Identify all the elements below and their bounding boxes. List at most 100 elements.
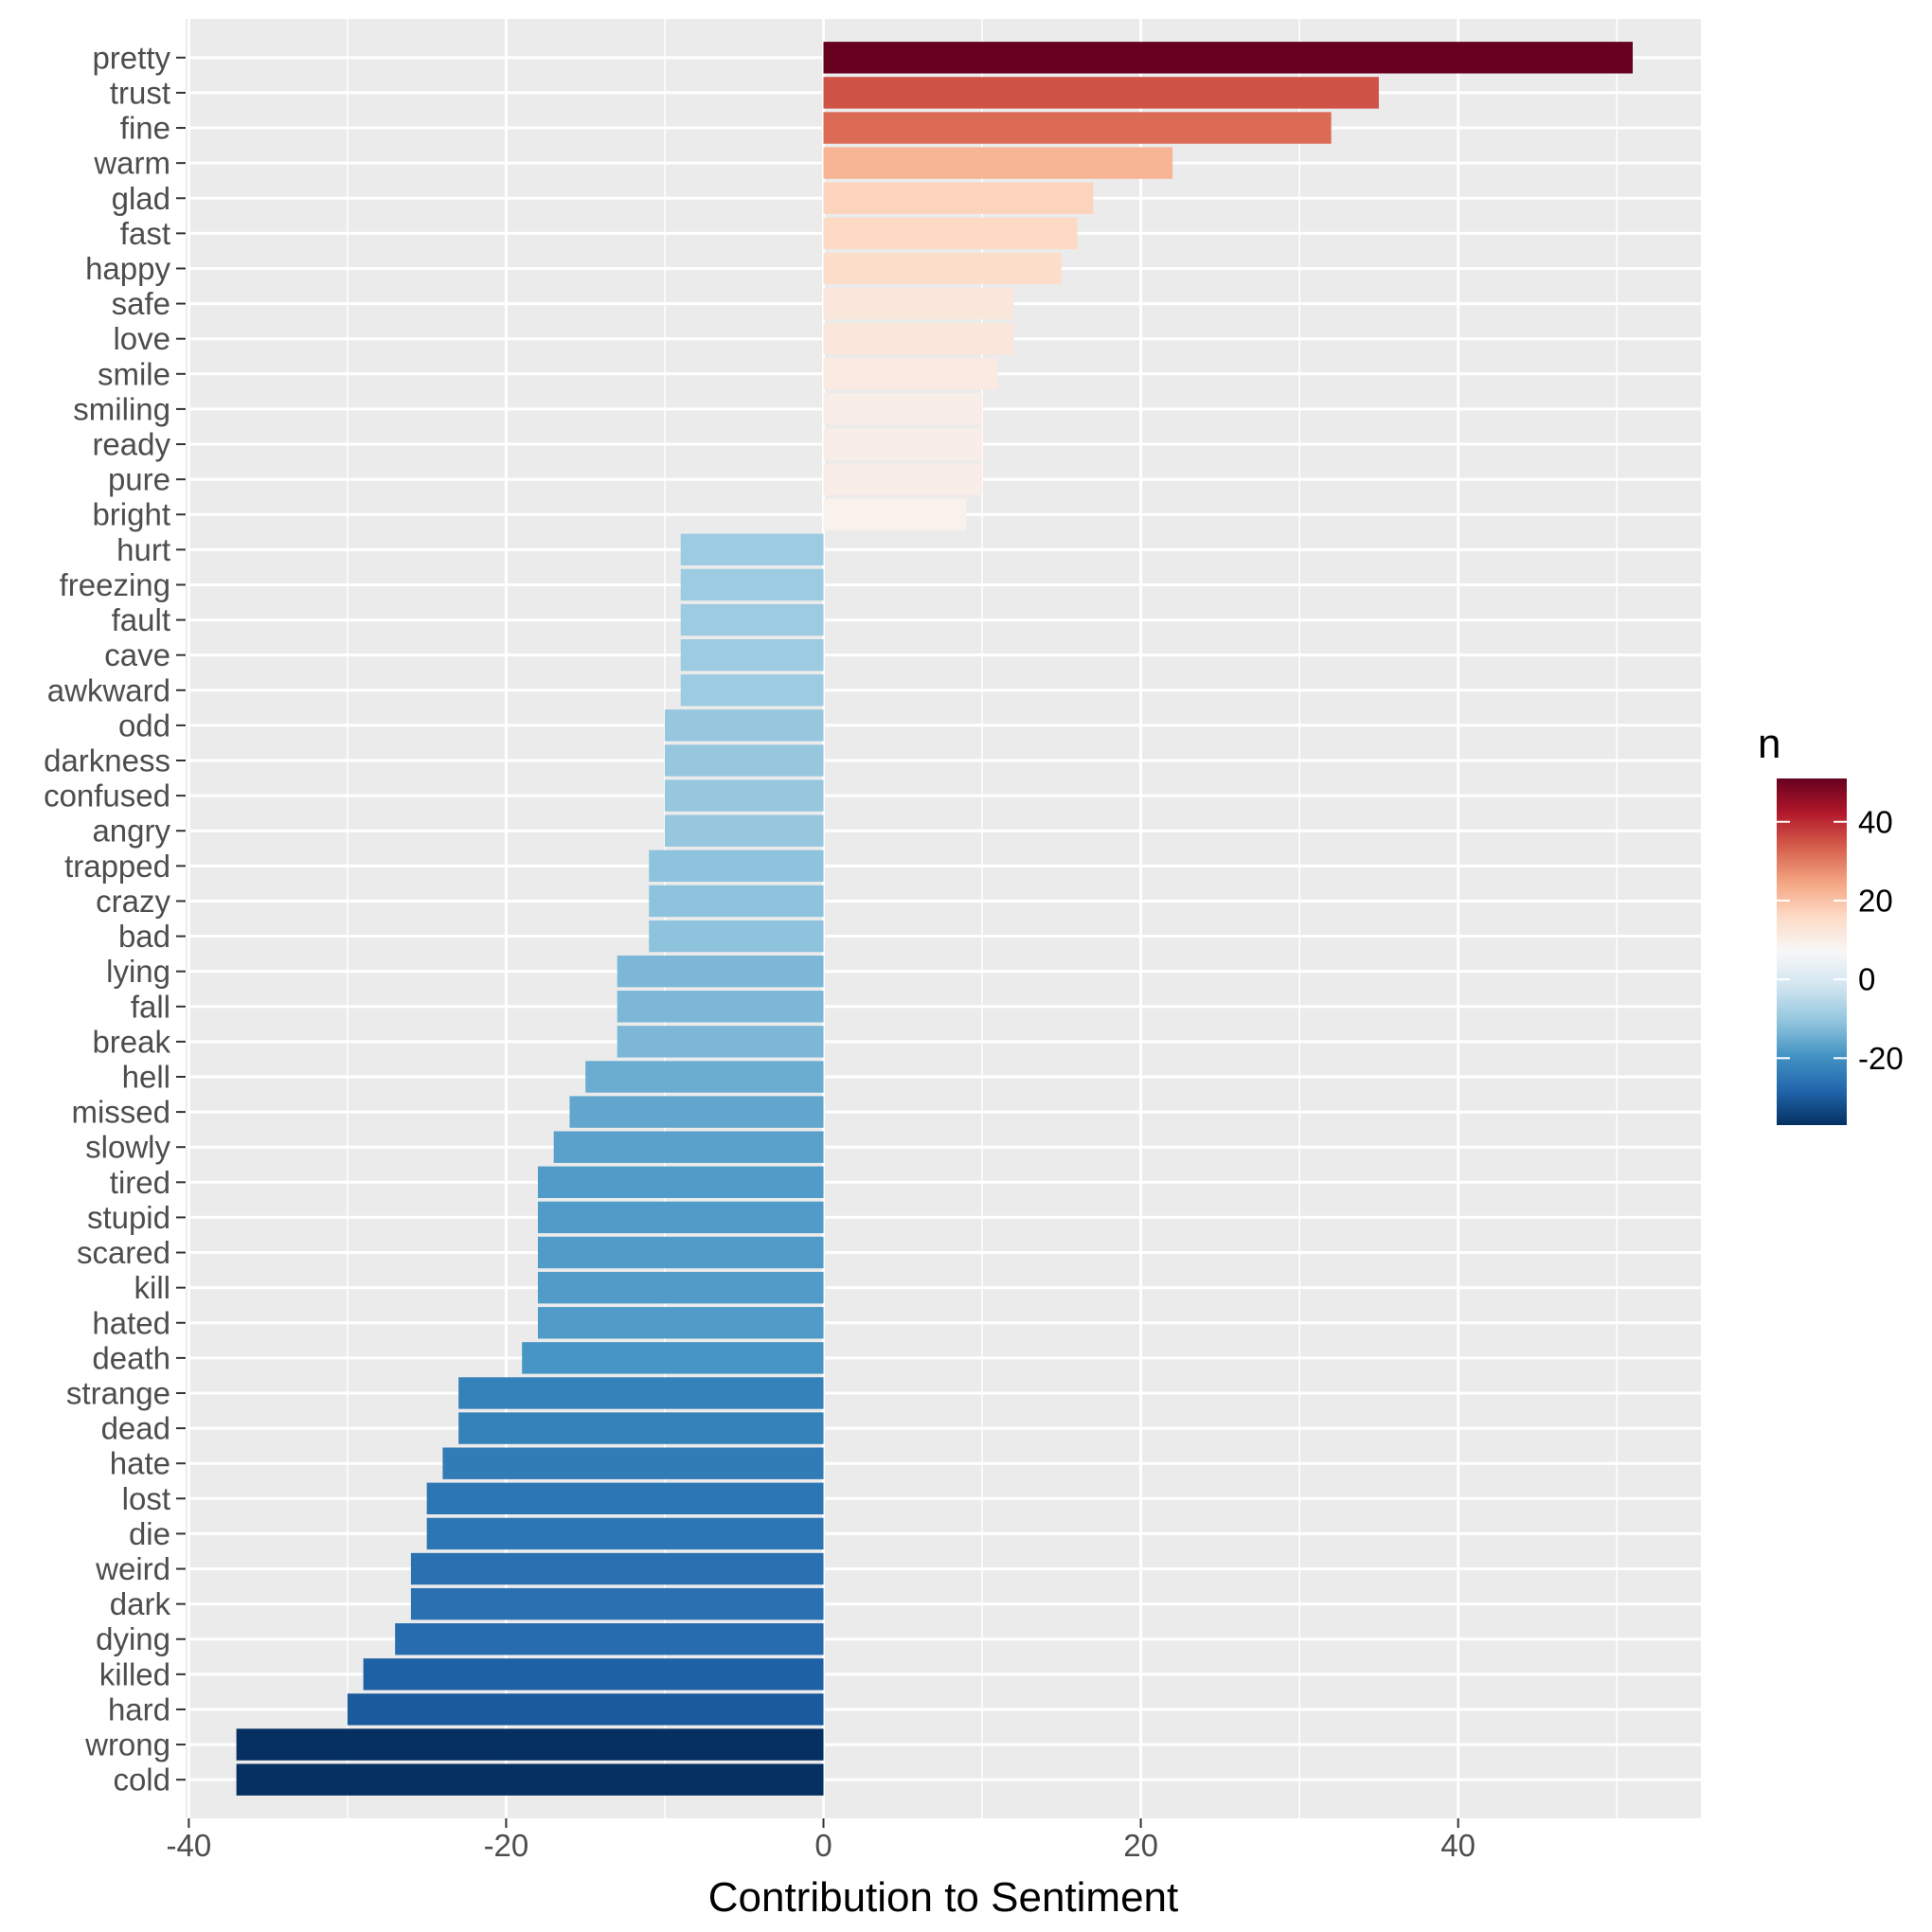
y-tick-label: death (92, 1340, 170, 1375)
bar-dying (395, 1623, 824, 1655)
bar-killed (363, 1658, 824, 1690)
bar-hurt (680, 533, 824, 566)
bar-fault (680, 603, 824, 636)
bar-crazy (649, 885, 824, 918)
bar-hard (347, 1693, 824, 1726)
bar-fine (823, 112, 1332, 144)
y-tick-label: lost (122, 1481, 170, 1516)
bar-confused (664, 779, 824, 812)
bar-die (426, 1517, 824, 1550)
y-tick-label: cold (113, 1762, 170, 1798)
y-tick-label: angry (92, 814, 170, 849)
bar-awkward (680, 674, 824, 707)
bar-stupid (537, 1201, 824, 1234)
y-tick-label: darkness (44, 743, 170, 778)
y-tick-label: ready (92, 427, 170, 462)
bar-fast (823, 217, 1078, 250)
y-tick-label: dying (96, 1621, 170, 1656)
bar-bad (649, 920, 824, 953)
y-tick-label: trapped (64, 849, 170, 884)
bar-fall (617, 991, 824, 1023)
legend-tick-label: 0 (1858, 962, 1875, 997)
bar-death (522, 1342, 824, 1374)
x-tick-label: 0 (814, 1828, 832, 1863)
y-tick-label: fault (112, 602, 170, 637)
bar-darkness (664, 744, 824, 777)
y-tick-label: love (113, 321, 170, 356)
bar-angry (664, 814, 824, 847)
y-tick-label: safe (112, 286, 170, 321)
y-tick-label: break (92, 1024, 170, 1059)
y-tick-label: bad (118, 919, 170, 954)
x-axis: -40 -20 0 20 40 (166, 1818, 1476, 1863)
y-tick-label: bright (92, 497, 170, 532)
bar-lost (426, 1482, 824, 1515)
y-tick-label: freezing (60, 567, 170, 602)
y-tick-label: kill (134, 1270, 171, 1305)
y-tick-label: stupid (87, 1200, 170, 1235)
bar-dark (410, 1587, 824, 1620)
y-tick-label: dark (110, 1586, 171, 1621)
y-tick-label: strange (66, 1375, 170, 1410)
y-tick-label: hate (110, 1446, 170, 1481)
y-tick-label: hurt (116, 532, 170, 567)
bar-break (617, 1026, 824, 1058)
y-tick-label: slowly (85, 1130, 170, 1165)
bar-trust (823, 77, 1379, 109)
y-tick-label: smile (98, 356, 170, 391)
legend-tick-label: 20 (1858, 883, 1893, 918)
legend: n 40 20 0 -20 (1758, 721, 1904, 1125)
bar-pretty (823, 42, 1633, 74)
y-tick-label: hell (122, 1059, 170, 1094)
y-axis: prettytrustfinewarmgladfasthappysafelove… (44, 40, 186, 1798)
y-tick-label: crazy (96, 884, 170, 919)
y-tick-label: fine (120, 111, 170, 146)
y-tick-label: pure (108, 462, 170, 497)
bar-dead (458, 1412, 824, 1444)
bar-wrong (236, 1728, 824, 1761)
y-tick-label: missed (71, 1095, 170, 1130)
y-tick-label: awkward (47, 672, 170, 707)
bar-kill (537, 1271, 824, 1304)
bar-lying (617, 955, 824, 988)
bar-glad (823, 182, 1094, 214)
bar-freezing (680, 568, 824, 601)
bar-trapped (649, 850, 824, 883)
y-tick-label: scared (77, 1235, 170, 1270)
bar-happy (823, 252, 1062, 285)
legend-colorbar (1777, 778, 1847, 1125)
legend-tick-label: 40 (1858, 804, 1893, 839)
y-tick-label: smiling (73, 391, 170, 426)
y-tick-label: killed (99, 1656, 170, 1691)
bar-hate (442, 1447, 824, 1479)
y-tick-label: fast (120, 216, 170, 251)
y-tick-label: lying (106, 954, 170, 989)
y-tick-label: dead (101, 1411, 170, 1446)
y-tick-label: odd (118, 707, 170, 742)
bar-smile (823, 358, 998, 390)
bar-odd (664, 709, 824, 742)
x-tick-label: 40 (1440, 1828, 1476, 1863)
y-tick-label: warm (93, 146, 170, 181)
x-axis-title: Contribution to Sentiment (708, 1874, 1179, 1921)
bar-warm (823, 147, 1173, 179)
bar-missed (569, 1096, 824, 1128)
x-tick-label: -20 (484, 1828, 529, 1863)
y-tick-label: fall (131, 989, 170, 1024)
bar-cold (236, 1763, 824, 1796)
y-tick-label: trust (110, 75, 170, 110)
bar-hated (537, 1307, 824, 1339)
x-tick-label: 20 (1123, 1828, 1158, 1863)
bar-hell (585, 1061, 824, 1093)
y-tick-label: tired (110, 1165, 170, 1200)
y-tick-label: happy (85, 251, 170, 286)
bar-safe (823, 287, 1014, 320)
bar-bright (823, 498, 967, 530)
y-tick-label: hard (108, 1691, 170, 1726)
bar-cave (680, 638, 824, 671)
bar-slowly (553, 1131, 824, 1163)
y-tick-label: die (129, 1516, 170, 1551)
legend-title: n (1758, 721, 1780, 767)
y-tick-label: cave (104, 637, 170, 672)
